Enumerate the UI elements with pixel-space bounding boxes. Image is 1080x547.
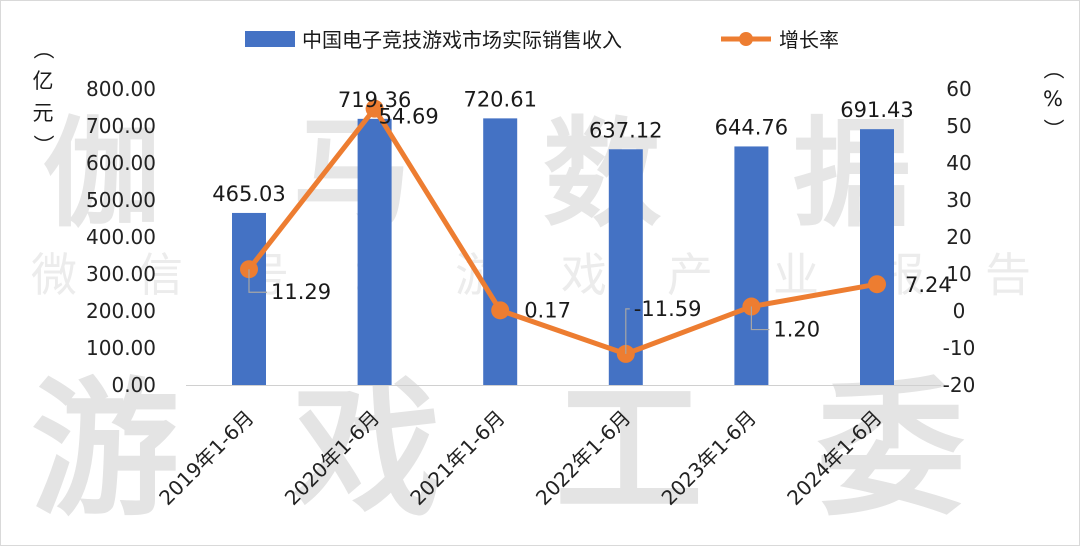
line-point bbox=[365, 99, 384, 118]
y-tick-label: 200.00 bbox=[86, 299, 156, 323]
y2-axis-title-char: （ bbox=[1041, 59, 1065, 80]
y2-tick-label: 30 bbox=[946, 188, 971, 212]
y-tick-label: 300.00 bbox=[86, 262, 156, 286]
bar-value-label: 719.36 bbox=[338, 88, 411, 112]
bar-value-label: 644.76 bbox=[715, 115, 788, 139]
y2-tick-label: 20 bbox=[946, 225, 971, 249]
bar-value-label: 720.61 bbox=[463, 87, 536, 111]
line-value-label: 0.17 bbox=[524, 298, 571, 322]
line-value-label: 11.29 bbox=[271, 280, 331, 304]
watermark-char: 告 bbox=[985, 248, 1031, 302]
y-tick-label: 0.00 bbox=[111, 373, 156, 397]
y2-tick-label: -20 bbox=[943, 373, 976, 397]
bar bbox=[860, 129, 894, 385]
y-axis-title-char: ） bbox=[31, 135, 55, 156]
y-axis-title-char: 元 bbox=[33, 101, 54, 125]
watermark-char: 信 bbox=[137, 248, 183, 302]
data-labels: 465.03 719.36 720.61 637.12 644.76 691.43 11.2… bbox=[212, 87, 952, 354]
legend-swatch-bar bbox=[245, 31, 295, 47]
line-series bbox=[240, 99, 886, 363]
y2-tick-label: 60 bbox=[946, 77, 971, 101]
y2-tick-label: -10 bbox=[943, 336, 976, 360]
watermark-char: 伽 bbox=[43, 105, 161, 243]
y-tick-label: 400.00 bbox=[86, 225, 156, 249]
leader-line bbox=[625, 308, 630, 354]
line-value-label: -11.59 bbox=[634, 297, 702, 321]
watermark-char: 戏 bbox=[293, 364, 441, 536]
y-tick-label: 100.00 bbox=[86, 336, 156, 360]
y2-axis-title-char: % bbox=[1043, 87, 1063, 111]
bar bbox=[734, 146, 769, 385]
watermark-char: 产 bbox=[667, 248, 713, 302]
y-tick-label: 700.00 bbox=[86, 114, 156, 138]
y-tick-label: 500.00 bbox=[86, 188, 156, 212]
leader-line bbox=[248, 269, 267, 293]
leader-line bbox=[750, 306, 770, 331]
line-point bbox=[491, 301, 510, 320]
watermark-char: 委 bbox=[817, 364, 965, 536]
watermark-char: 游 bbox=[31, 364, 179, 536]
watermark-char: 业 bbox=[773, 248, 819, 302]
bar bbox=[357, 118, 392, 386]
y-axis-title-char: （ bbox=[31, 39, 55, 60]
watermark-char: 微 bbox=[31, 248, 77, 302]
y-axis-title-char: 亿 bbox=[33, 69, 54, 93]
line-point bbox=[868, 275, 886, 294]
bar bbox=[483, 118, 518, 385]
growth-line bbox=[247, 106, 878, 357]
y2-tick-label: 50 bbox=[946, 114, 971, 138]
legend-label-bar: 中国电子竞技游戏市场实际销售收入 bbox=[302, 28, 622, 52]
bar bbox=[232, 212, 266, 385]
legend: 中国电子竞技游戏市场实际销售收入 增长率 bbox=[245, 28, 839, 52]
y-tick-label: 600.00 bbox=[86, 151, 156, 175]
line-value-label: 7.24 bbox=[905, 273, 952, 297]
line-value-label: 54.69 bbox=[379, 105, 439, 129]
bar-value-label: 691.43 bbox=[840, 98, 913, 122]
y-tick-label: 800.00 bbox=[86, 77, 156, 101]
bar-value-label: 637.12 bbox=[589, 118, 662, 142]
watermark-char: 工 bbox=[555, 364, 703, 536]
y2-tick-label: 0 bbox=[953, 299, 966, 323]
y2-tick-label: 40 bbox=[946, 151, 971, 175]
legend-label-line: 增长率 bbox=[779, 28, 839, 52]
y2-tick-label: 10 bbox=[946, 262, 971, 286]
y2-axis-title-char: ） bbox=[1041, 119, 1065, 140]
bar-series bbox=[232, 118, 894, 386]
legend-marker bbox=[739, 32, 753, 46]
line-value-label: 1.20 bbox=[773, 318, 820, 342]
bar-value-label: 465.03 bbox=[212, 182, 285, 206]
watermark-char: 戏 bbox=[561, 248, 607, 302]
